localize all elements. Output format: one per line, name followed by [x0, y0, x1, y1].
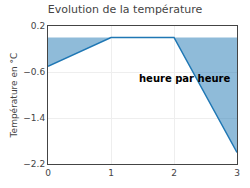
svg-text:−1.4: −1.4: [23, 113, 45, 123]
svg-text:Evolution de la température: Evolution de la température: [48, 3, 203, 16]
svg-text:1: 1: [108, 168, 114, 178]
svg-text:heure par heure: heure par heure: [139, 73, 230, 84]
svg-text:2: 2: [171, 168, 177, 178]
svg-text:0.2: 0.2: [31, 21, 45, 31]
svg-text:Température en °C: Température en °C: [9, 53, 19, 139]
svg-text:0: 0: [45, 168, 51, 178]
svg-text:−2.2: −2.2: [23, 159, 45, 169]
svg-text:−0.6: −0.6: [23, 67, 45, 77]
svg-text:3: 3: [234, 168, 240, 178]
